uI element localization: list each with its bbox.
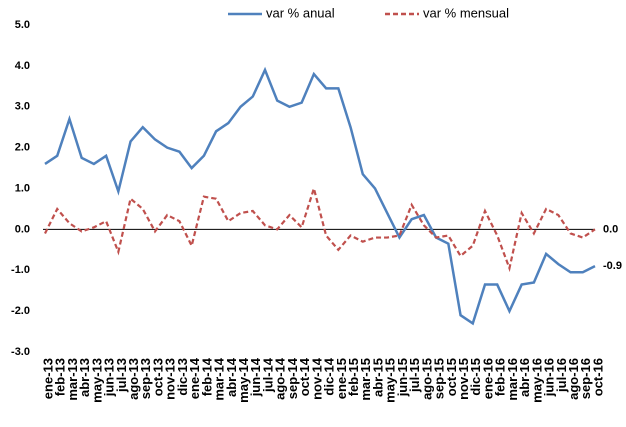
x-tick-label: oct-14 <box>297 357 312 396</box>
x-tick-label: feb-15 <box>346 358 361 396</box>
x-tick-label: ene-15 <box>334 358 349 399</box>
y-tick-label: 1.0 <box>15 182 30 194</box>
y-tick-label: 4.0 <box>15 60 30 72</box>
x-tick-label: ene-14 <box>187 357 202 399</box>
x-tick-label: jul-14 <box>260 357 275 393</box>
x-tick-label: ago-14 <box>273 357 288 400</box>
data-label: -0.9 <box>603 260 622 272</box>
x-tick-label: abr-13 <box>77 358 92 397</box>
x-tick-label: abr-14 <box>224 357 239 397</box>
x-tick-label: ene-16 <box>480 358 495 399</box>
x-tick-label: dic-13 <box>175 358 190 396</box>
x-tick-label: mar-13 <box>65 358 80 401</box>
x-tick-label: nov-14 <box>309 357 324 400</box>
legend-label: var % anual <box>266 5 335 20</box>
y-tick-label: -2.0 <box>11 305 30 317</box>
x-tick-label: dic-14 <box>322 357 337 395</box>
x-tick-label: jun-15 <box>395 358 410 397</box>
x-tick-label: ene-13 <box>40 358 55 399</box>
x-tick-label: may-15 <box>383 358 398 403</box>
y-tick-label: -1.0 <box>11 264 30 276</box>
data-label: 0.0 <box>603 223 618 235</box>
x-tick-label: abr-15 <box>370 358 385 397</box>
x-tick-label: sep-14 <box>285 357 300 399</box>
x-tick-label: oct-16 <box>590 358 605 396</box>
legend-label: var % mensual <box>423 5 509 20</box>
y-tick-label: 5.0 <box>15 19 30 31</box>
x-tick-label: may-14 <box>236 357 251 403</box>
x-tick-label: feb-13 <box>53 358 68 396</box>
x-tick-label: feb-14 <box>199 357 214 396</box>
x-tick-label: jun-16 <box>542 358 557 397</box>
x-tick-label: nov-13 <box>163 358 178 400</box>
y-tick-label: 3.0 <box>15 101 30 113</box>
x-tick-label: mar-15 <box>358 358 373 401</box>
x-tick-label: jul-15 <box>407 358 422 393</box>
x-tick-label: sep-16 <box>578 358 593 399</box>
y-tick-label: 2.0 <box>15 142 30 154</box>
x-tick-label: jun-13 <box>102 358 117 397</box>
x-tick-label: dic-15 <box>468 358 483 396</box>
x-tick-label: ago-15 <box>419 358 434 400</box>
x-tick-label: may-13 <box>89 358 104 403</box>
x-tick-label: sep-15 <box>432 358 447 399</box>
x-tick-label: oct-13 <box>150 358 165 396</box>
x-tick-label: may-16 <box>529 358 544 403</box>
series-line <box>44 184 596 273</box>
x-tick-label: feb-16 <box>493 358 508 396</box>
x-tick-label: jul-16 <box>554 358 569 393</box>
y-tick-label: -3.0 <box>11 346 30 358</box>
x-tick-label: mar-16 <box>505 358 520 401</box>
y-tick-label: 0.0 <box>15 223 30 235</box>
x-tick-label: nov-15 <box>456 358 471 400</box>
x-tick-label: ago-16 <box>566 358 581 400</box>
x-tick-label: ago-13 <box>126 358 141 400</box>
x-tick-label: mar-14 <box>212 357 227 400</box>
x-tick-label: oct-15 <box>444 358 459 396</box>
x-tick-label: sep-13 <box>138 358 153 399</box>
series-line <box>44 66 596 326</box>
x-tick-label: abr-16 <box>517 358 532 397</box>
x-tick-label: jun-14 <box>248 357 263 397</box>
x-tick-label: jul-13 <box>114 358 129 393</box>
